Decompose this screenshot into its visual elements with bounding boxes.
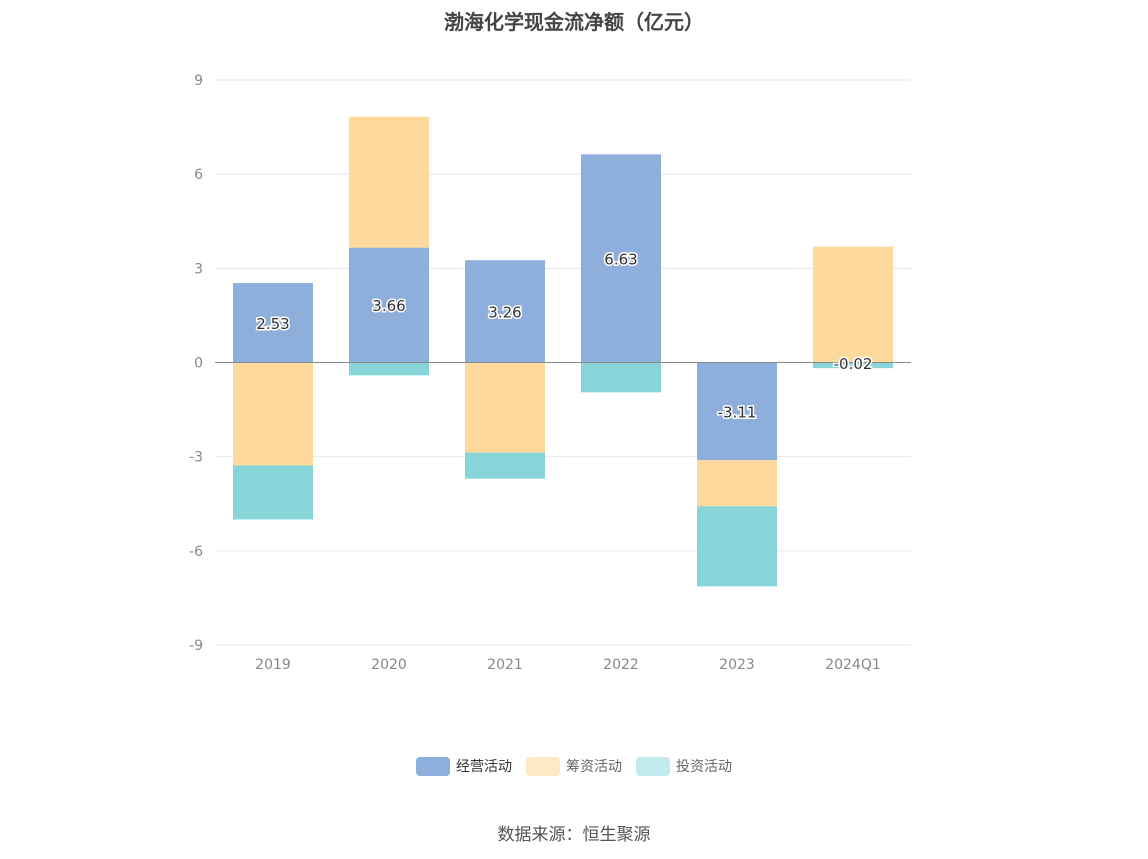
y-tick-label: 9 xyxy=(194,73,203,89)
legend-label: 筹资活动 xyxy=(566,759,622,775)
legend-swatch xyxy=(526,756,560,776)
y-tick-label: -9 xyxy=(189,638,203,654)
bar-1-2019 xyxy=(233,362,313,466)
legend-label: 投资活动 xyxy=(676,759,732,775)
bar-1-2024Q1 xyxy=(813,246,893,363)
bar-2-2022 xyxy=(581,362,661,393)
x-tick-label: 2020 xyxy=(371,657,407,673)
y-tick-label: 0 xyxy=(194,356,203,372)
legend-item[interactable]: 投资活动 xyxy=(636,756,732,776)
x-tick-label: 2024Q1 xyxy=(825,657,881,673)
bar-1-2023 xyxy=(697,460,777,507)
bar-2-2020 xyxy=(349,362,429,376)
bar-2-2021 xyxy=(465,452,545,479)
bar-0-2022 xyxy=(581,154,661,363)
bar-0-2021 xyxy=(465,260,545,363)
legend-item[interactable]: 筹资活动 xyxy=(526,756,622,776)
data-label: -0.02 xyxy=(834,355,873,373)
chart-title: 渤海化学现金流净额（亿元） xyxy=(444,10,704,34)
bar-2-2019 xyxy=(233,465,313,520)
data-label: 3.26 xyxy=(488,303,521,321)
bar-2-2024Q1 xyxy=(813,363,893,369)
legend: 经营活动 筹资活动 投资活动 xyxy=(0,756,1148,776)
data-label: 2.53 xyxy=(256,315,289,333)
y-tick-label: -6 xyxy=(189,544,203,560)
bar-1-2020 xyxy=(349,116,429,248)
y-tick-label: -3 xyxy=(189,450,203,466)
legend-item[interactable]: 经营活动 xyxy=(416,756,512,776)
y-tick-label: 3 xyxy=(194,261,203,277)
legend-label: 经营活动 xyxy=(456,759,512,775)
data-label: 3.66 xyxy=(372,297,405,315)
x-tick-label: 2022 xyxy=(603,657,639,673)
data-source: 数据来源：恒生聚源 xyxy=(497,825,651,845)
legend-swatch xyxy=(636,756,670,776)
data-label: -3.11 xyxy=(718,403,757,421)
bar-2-2023 xyxy=(697,506,777,587)
x-tick-label: 2019 xyxy=(255,657,291,673)
bar-0-2023 xyxy=(697,362,777,461)
bar-0-2019 xyxy=(233,283,313,363)
y-tick-label: 6 xyxy=(194,167,203,183)
x-tick-label: 2023 xyxy=(719,657,755,673)
legend-swatch xyxy=(416,756,450,776)
bar-1-2021 xyxy=(465,362,545,453)
bar-chart: 9 6 3 0 -3 -6 -9 2019 2020 2021 2022 2023 2024Q1 2.53… xyxy=(189,73,911,673)
bar-0-2020 xyxy=(349,247,429,363)
data-label: 6.63 xyxy=(604,250,637,268)
x-tick-label: 2021 xyxy=(487,657,523,673)
